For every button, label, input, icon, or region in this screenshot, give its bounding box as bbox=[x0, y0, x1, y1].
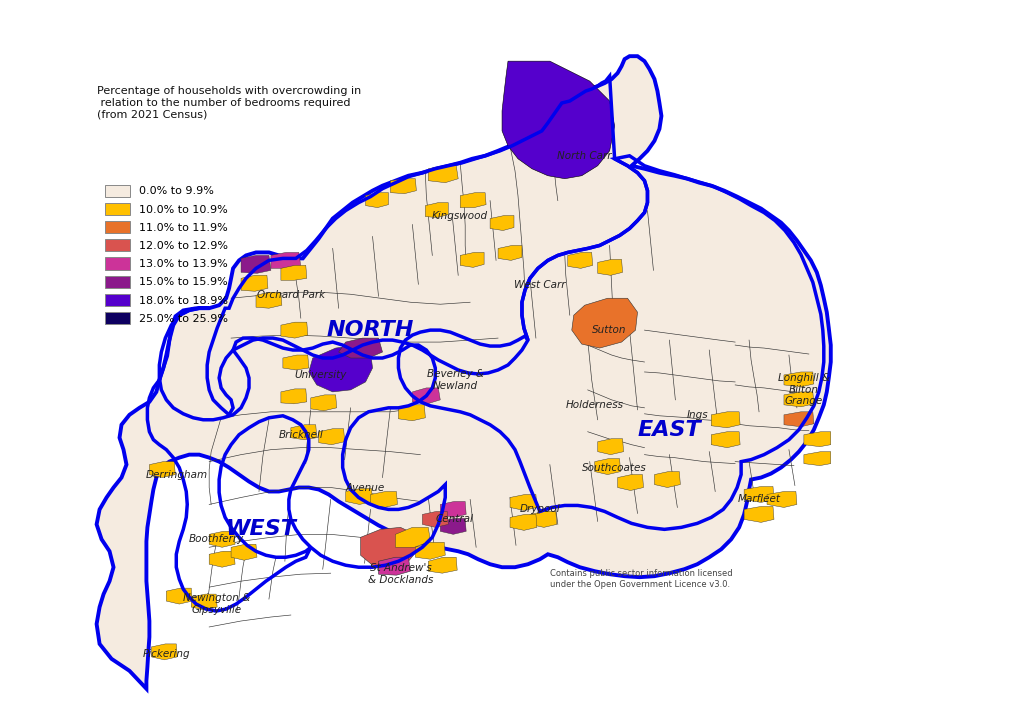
Legend: 0.0% to 9.9%, 10.0% to 10.9%, 11.0% to 11.9%, 12.0% to 12.9%, 13.0% to 13.9%, 15: 0.0% to 9.9%, 10.0% to 10.9%, 11.0% to 1… bbox=[102, 181, 231, 327]
Text: WEST: WEST bbox=[225, 519, 296, 539]
Polygon shape bbox=[440, 502, 466, 518]
Polygon shape bbox=[390, 179, 417, 193]
Polygon shape bbox=[346, 489, 373, 505]
Polygon shape bbox=[318, 429, 345, 445]
Text: Longhill &
Bilton
Grange: Longhill & Bilton Grange bbox=[778, 374, 829, 406]
Polygon shape bbox=[490, 216, 514, 230]
Polygon shape bbox=[309, 345, 373, 392]
Polygon shape bbox=[283, 355, 309, 370]
Polygon shape bbox=[398, 405, 425, 421]
Polygon shape bbox=[767, 492, 797, 508]
Polygon shape bbox=[291, 425, 316, 439]
Text: Orchard Park: Orchard Park bbox=[257, 290, 325, 300]
Polygon shape bbox=[422, 511, 449, 527]
Polygon shape bbox=[598, 259, 623, 275]
Polygon shape bbox=[310, 395, 337, 411]
Polygon shape bbox=[567, 253, 593, 269]
Polygon shape bbox=[152, 644, 177, 660]
Polygon shape bbox=[191, 594, 217, 610]
Text: Ings: Ings bbox=[686, 410, 709, 420]
Polygon shape bbox=[416, 542, 445, 559]
Polygon shape bbox=[281, 266, 307, 280]
Polygon shape bbox=[428, 166, 458, 182]
Text: University: University bbox=[295, 370, 347, 380]
Polygon shape bbox=[271, 253, 301, 269]
Polygon shape bbox=[744, 507, 774, 523]
Text: Percentage of households with overcrowding in
 relation to the number of bedroom: Percentage of households with overcrowdi… bbox=[96, 86, 360, 119]
Text: NORTH: NORTH bbox=[327, 320, 415, 340]
Polygon shape bbox=[256, 292, 282, 308]
Polygon shape bbox=[379, 557, 411, 575]
Polygon shape bbox=[784, 412, 814, 426]
Polygon shape bbox=[712, 432, 740, 447]
Text: EAST: EAST bbox=[638, 420, 701, 439]
Polygon shape bbox=[530, 511, 557, 527]
Text: Bricknell: Bricknell bbox=[279, 430, 324, 439]
Polygon shape bbox=[510, 515, 537, 531]
Polygon shape bbox=[371, 492, 397, 508]
Text: Newington &
Gipsyville: Newington & Gipsyville bbox=[182, 593, 250, 615]
Text: Pickering: Pickering bbox=[142, 649, 190, 659]
Polygon shape bbox=[502, 61, 614, 179]
Text: Beverley &
Newland: Beverley & Newland bbox=[427, 369, 483, 391]
Polygon shape bbox=[425, 203, 449, 217]
Text: Derringham: Derringham bbox=[145, 470, 207, 479]
Polygon shape bbox=[428, 557, 457, 573]
Text: Drypool: Drypool bbox=[519, 505, 560, 515]
Polygon shape bbox=[440, 518, 466, 534]
Text: Holderness: Holderness bbox=[565, 400, 624, 410]
Polygon shape bbox=[166, 588, 193, 604]
Polygon shape bbox=[241, 256, 271, 274]
Polygon shape bbox=[360, 527, 419, 567]
Text: Boothferry: Boothferry bbox=[188, 534, 244, 544]
Polygon shape bbox=[654, 471, 680, 487]
Polygon shape bbox=[804, 452, 830, 466]
Polygon shape bbox=[366, 193, 388, 208]
Text: Contains public sector information licensed
under the Open Government Licence v3: Contains public sector information licen… bbox=[550, 569, 732, 589]
Polygon shape bbox=[804, 432, 830, 447]
Text: Southcoates: Southcoates bbox=[583, 463, 647, 473]
Polygon shape bbox=[281, 389, 307, 404]
Polygon shape bbox=[744, 487, 774, 502]
Text: Avenue: Avenue bbox=[346, 482, 385, 492]
Polygon shape bbox=[460, 193, 486, 208]
Polygon shape bbox=[339, 338, 383, 358]
Polygon shape bbox=[595, 458, 621, 474]
Polygon shape bbox=[395, 527, 430, 547]
Text: West Carr: West Carr bbox=[514, 280, 565, 290]
Polygon shape bbox=[460, 253, 484, 267]
Polygon shape bbox=[571, 298, 638, 348]
Polygon shape bbox=[209, 531, 236, 547]
Polygon shape bbox=[712, 412, 740, 428]
Polygon shape bbox=[150, 462, 175, 478]
Polygon shape bbox=[209, 551, 236, 567]
Polygon shape bbox=[510, 494, 537, 510]
Polygon shape bbox=[231, 544, 257, 560]
Polygon shape bbox=[413, 388, 440, 404]
Text: Sutton: Sutton bbox=[592, 325, 627, 335]
Text: Kingswood: Kingswood bbox=[432, 211, 488, 221]
Text: Marfleet: Marfleet bbox=[737, 494, 780, 505]
Polygon shape bbox=[241, 275, 268, 291]
Text: St Andrew's
& Docklands: St Andrew's & Docklands bbox=[368, 563, 433, 585]
Polygon shape bbox=[784, 372, 814, 387]
Polygon shape bbox=[598, 439, 624, 455]
Text: Central: Central bbox=[435, 514, 473, 524]
Polygon shape bbox=[784, 392, 814, 407]
Text: North Carr: North Carr bbox=[557, 151, 612, 161]
Polygon shape bbox=[498, 245, 522, 261]
Polygon shape bbox=[281, 322, 308, 338]
Polygon shape bbox=[96, 56, 830, 689]
Polygon shape bbox=[617, 474, 643, 490]
